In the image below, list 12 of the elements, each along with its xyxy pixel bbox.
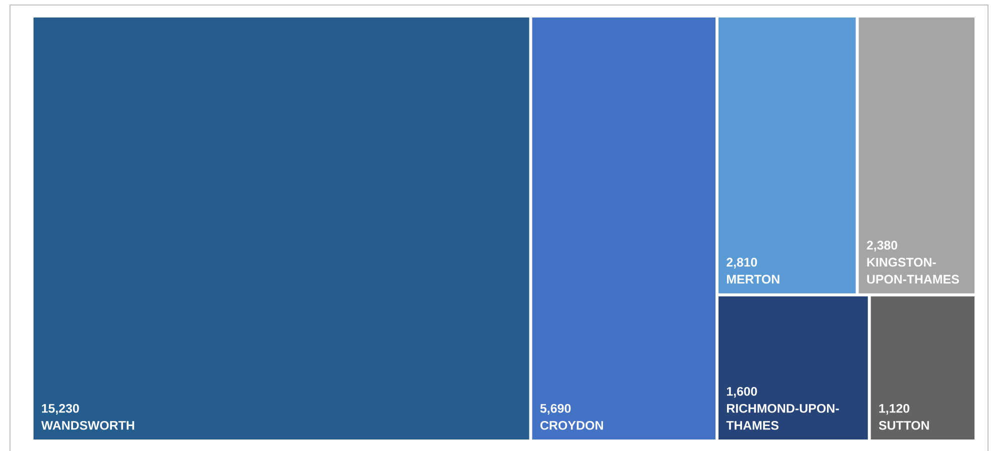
category-label: SUTTON xyxy=(878,420,929,430)
data-label: 1,120 xyxy=(879,404,910,414)
category-label: WANDSWORTH xyxy=(41,420,134,430)
data-label: 1,600 xyxy=(726,386,757,398)
category-label: KINGSTON-UPON-THAMES xyxy=(867,258,959,284)
category-label: CROYDON xyxy=(540,420,603,430)
data-label: 15,230 xyxy=(42,404,79,414)
data-label: 5,690 xyxy=(540,404,571,414)
category-label: RICHMOND-UPON-THAMES xyxy=(726,404,839,430)
data-label: 2,380 xyxy=(866,240,898,252)
data-label: 2,810 xyxy=(726,258,757,268)
category-label: MERTON xyxy=(727,274,780,284)
